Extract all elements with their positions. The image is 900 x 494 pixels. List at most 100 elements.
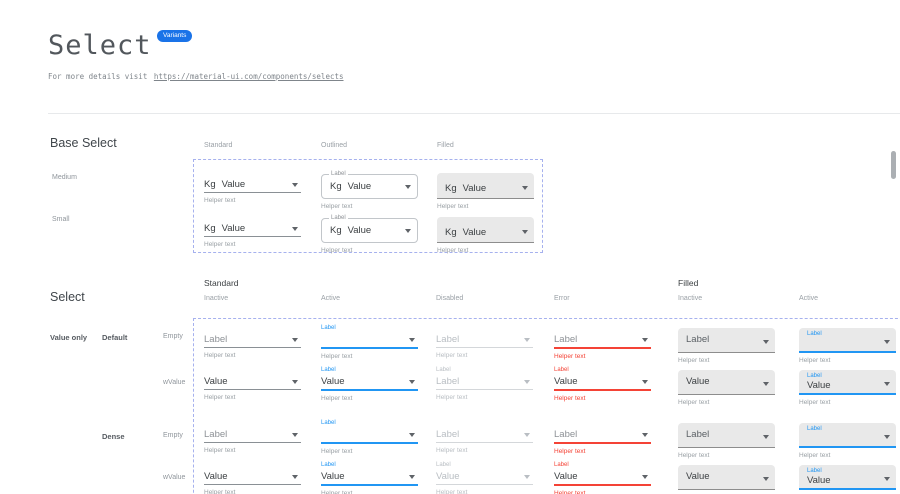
select-standard-disabled-wvalue[interactable]: Label Label Helper text <box>436 367 533 401</box>
dropdown-arrow-icon <box>409 380 415 384</box>
select-label: Label <box>321 367 336 373</box>
helper-text: Helper text <box>321 395 353 402</box>
select-value: Label <box>204 334 228 345</box>
base-select-outlined-medium[interactable]: Label Kg Value Helper text <box>321 170 418 210</box>
column-header-disabled: Disabled <box>436 295 464 302</box>
select-filled-active-empty[interactable]: Label Helper text <box>799 325 896 364</box>
base-select-standard-medium[interactable]: Kg Value Helper text <box>204 170 301 204</box>
select-label: Label <box>321 462 336 468</box>
helper-text: Helper text <box>554 490 586 494</box>
select-filled-inactive-empty[interactable]: Label Helper text <box>678 325 775 364</box>
select-value: Value <box>686 376 710 387</box>
helper-text: Helper text <box>321 247 353 254</box>
select-underline <box>799 351 896 353</box>
dropdown-arrow-icon <box>409 433 415 437</box>
select-standard-disabled-empty[interactable]: Label Helper text <box>436 325 533 359</box>
select-standard-error-empty[interactable]: Label Helper text <box>554 325 651 360</box>
helper-text: Helper text <box>554 395 586 402</box>
select-underline <box>321 442 418 444</box>
select-value: Value <box>347 181 372 192</box>
select-standard-active-wvalue[interactable]: Label Value Helper text <box>321 462 418 494</box>
column-header-inactive: Inactive <box>204 295 229 302</box>
select-value: Value <box>554 471 578 482</box>
select-label: Label <box>807 373 822 379</box>
dropdown-arrow-icon <box>292 338 298 342</box>
select-value-row: Kg Value <box>445 227 486 238</box>
helper-text: Helper text <box>204 394 236 401</box>
helper-text: Helper text <box>436 447 468 454</box>
select-value-row: Value <box>204 375 301 389</box>
select-standard-active-empty[interactable]: Label Helper text <box>321 325 418 360</box>
column-header-filled-inactive: Inactive <box>678 295 703 302</box>
helper-text: Helper text <box>437 203 469 210</box>
helper-text: Helper text <box>204 352 236 359</box>
helper-text: Helper text <box>321 490 353 494</box>
base-select-outlined-small[interactable]: Label Kg Value Helper text <box>321 214 418 254</box>
select-value-row <box>321 333 418 347</box>
dropdown-arrow-icon <box>405 229 411 233</box>
select-value: Value <box>321 376 345 387</box>
select-standard-inactive-empty[interactable]: Label Helper text <box>204 325 301 359</box>
helper-text: Helper text <box>321 448 353 455</box>
helper-text: Helper text <box>799 452 831 459</box>
select-standard-inactive-empty[interactable]: Label Helper text <box>204 420 301 454</box>
select-underline <box>204 484 301 485</box>
select-standard-active-wvalue[interactable]: Label Value Helper text <box>321 367 418 402</box>
select-standard-error-wvalue[interactable]: Label Value Helper text <box>554 462 651 494</box>
filled-input-box: Label <box>678 328 775 353</box>
select-underline <box>799 488 896 490</box>
select-label: Label <box>321 325 336 331</box>
select-value: Label <box>686 334 710 345</box>
dropdown-arrow-icon <box>763 477 769 481</box>
outlined-input-box: Label Kg Value <box>321 215 418 243</box>
select-label: Label <box>436 462 451 468</box>
select-filled-inactive-empty[interactable]: Label Helper text <box>678 420 775 459</box>
filled-input-box: Value <box>678 370 775 395</box>
base-select-heading: Base Select <box>50 136 117 150</box>
column-header-active: Active <box>321 295 341 302</box>
select-standard-disabled-empty[interactable]: Label Helper text <box>436 420 533 454</box>
select-value: Label <box>436 429 460 440</box>
dropdown-arrow-icon <box>524 433 530 437</box>
helper-text: Helper text <box>321 203 353 210</box>
select-standard-inactive-wvalue[interactable]: Value Helper text <box>204 367 301 401</box>
dropdown-arrow-icon <box>292 183 298 187</box>
outlined-input-box: Label Kg Value <box>321 171 418 199</box>
dropdown-arrow-icon <box>884 340 890 344</box>
helper-text: Helper text <box>799 357 831 364</box>
select-label: Label <box>321 420 336 426</box>
select-adornment: Kg <box>445 227 457 238</box>
select-value-row: Kg Value <box>330 181 371 192</box>
select-filled-active-empty[interactable]: Label Helper text <box>799 420 896 459</box>
select-standard-error-wvalue[interactable]: Label Value Helper text <box>554 367 651 402</box>
filled-input-box: Label Value <box>799 465 896 490</box>
details-link[interactable]: https://material-ui.com/components/selec… <box>153 72 344 81</box>
select-value-row: Value <box>204 470 301 484</box>
dropdown-arrow-icon <box>884 477 890 481</box>
select-standard-inactive-wvalue[interactable]: Value Helper text <box>204 462 301 494</box>
dropdown-arrow-icon <box>763 382 769 386</box>
select-standard-error-empty[interactable]: Label Helper text <box>554 420 651 455</box>
helper-text: Helper text <box>204 489 236 494</box>
select-value-row: Value <box>321 375 418 389</box>
select-value-row: Value <box>321 470 418 484</box>
base-select-filled-medium[interactable]: Kg Value Helper text <box>437 170 534 210</box>
variants-badge: Variants <box>157 30 193 42</box>
select-underline <box>678 394 775 395</box>
select-standard-disabled-wvalue[interactable]: Label Value Helper text <box>436 462 533 494</box>
select-underline <box>678 352 775 353</box>
base-select-standard-small[interactable]: Kg Value Helper text <box>204 214 301 248</box>
scrollbar-thumb[interactable] <box>891 151 896 179</box>
select-value-row: Label <box>436 428 533 442</box>
select-standard-active-empty[interactable]: Label Helper text <box>321 420 418 455</box>
select-label: Label <box>807 468 822 474</box>
select-value: Value <box>554 376 578 387</box>
select-value: Value <box>462 183 487 194</box>
helper-text: Helper text <box>678 452 710 459</box>
select-underline <box>436 347 533 348</box>
base-select-filled-small[interactable]: Kg Value Helper text <box>437 214 534 254</box>
